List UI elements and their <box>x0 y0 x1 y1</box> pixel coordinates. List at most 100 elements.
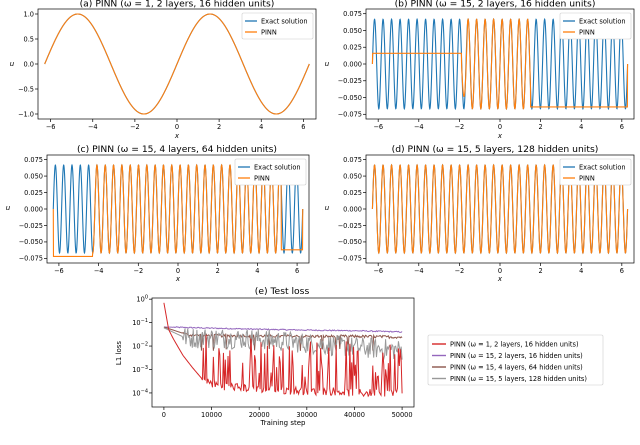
panel-d: (d) PINN (ω = 15, 5 layers, 128 hidden u… <box>325 144 635 283</box>
x-tick-label: −6 <box>46 123 56 131</box>
y-tick-label: −1.0 <box>18 110 34 118</box>
x-tick-label: −6 <box>54 267 64 275</box>
x-tick-label: 6 <box>295 267 299 275</box>
panel-e-title: (e) Test loss <box>255 286 310 297</box>
x-tick-label: 2 <box>217 123 221 131</box>
loss-series-line-3 <box>163 327 403 361</box>
y-tick-label: 10−3 <box>132 365 148 374</box>
panel-b-plot: −6 −4 −2 0 2 4 6 −0.075 −0.050 −0.025 0.000 0.025 0.… <box>338 10 632 131</box>
y-tick-label: 0.025 <box>343 189 362 197</box>
x-tick-label: −6 <box>373 123 383 131</box>
panel-c: (c) PINN (ω = 15, 4 layers, 64 hidden un… <box>6 144 310 283</box>
pinn-line <box>44 13 310 115</box>
loss-legend-label-3: PINN (ω = 15, 5 layers, 128 hidden units… <box>450 375 587 383</box>
y-tick-label: −0.075 <box>19 255 43 263</box>
loss-legend-label-2: PINN (ω = 15, 4 layers, 64 hidden units) <box>450 363 583 371</box>
y-tick-label: 1.0 <box>24 10 35 18</box>
loss-series-line-0 <box>163 302 403 398</box>
x-tick-label: 4 <box>259 123 263 131</box>
x-tick-label: 0 <box>498 267 502 275</box>
pinn-line <box>371 163 629 255</box>
panel-e-xlabel: Training step <box>260 419 307 427</box>
x-tick-label: 6 <box>620 267 624 275</box>
legend-label-exact: Exact solution <box>579 164 626 172</box>
y-tick-label: −0.025 <box>338 222 362 230</box>
panel-a-title: (a) PINN (ω = 1, 2 layers, 16 hidden uni… <box>80 0 275 10</box>
panel-c-xlabel: x <box>175 275 181 283</box>
legend-box <box>559 12 632 40</box>
legend-box <box>241 12 314 40</box>
legend-label-exact: Exact solution <box>254 164 301 172</box>
x-tick-label: −6 <box>373 267 383 275</box>
x-tick-label: −2 <box>130 123 140 131</box>
x-tick-label: 2 <box>216 267 220 275</box>
x-tick-label: −4 <box>414 267 424 275</box>
y-tick-label: −0.075 <box>338 255 362 263</box>
legend-label-exact: Exact solution <box>579 18 626 26</box>
x-tick-label: 6 <box>620 123 624 131</box>
legend-label-pinn: PINN <box>261 29 277 37</box>
x-tick-label: 4 <box>255 267 259 275</box>
x-tick-label: −4 <box>414 123 424 131</box>
y-tick-label: 10−4 <box>132 388 148 397</box>
x-tick-label: 6 <box>301 123 305 131</box>
y-tick-label: −0.025 <box>338 77 362 85</box>
x-tick-label: 40000 <box>344 411 365 419</box>
y-tick-label: 0.050 <box>343 27 362 35</box>
x-tick-label: 50000 <box>392 411 413 419</box>
panel-e-plot: 0 10000 20000 30000 40000 50000 100 10−1 10−2 10−… <box>132 295 604 419</box>
x-tick-label: 30000 <box>296 411 317 419</box>
y-tick-label: 0.000 <box>343 205 362 213</box>
x-tick-label: 0 <box>162 411 166 419</box>
x-tick-label: −4 <box>94 267 104 275</box>
legend-label-exact: Exact solution <box>261 18 308 26</box>
y-tick-label: −0.050 <box>338 94 362 102</box>
y-tick-label: 0.075 <box>24 156 43 164</box>
panel-d-plot: −6 −4 −2 0 2 4 6 −0.075 −0.050 −0.025 0.000 0.025 0.… <box>338 156 632 275</box>
x-tick-label: −4 <box>88 123 98 131</box>
panel-a-xlabel: x <box>174 132 180 140</box>
panel-e-ylabel: L1 loss <box>115 341 123 365</box>
panel-e: (e) Test loss L1 loss Training step 0 100… <box>115 286 604 427</box>
panel-b-title: (b) PINN (ω = 15, 2 layers, 16 hidden un… <box>395 0 596 10</box>
x-tick-label: 4 <box>579 267 583 275</box>
pinn-line <box>371 17 629 111</box>
x-tick-label: 0 <box>175 123 179 131</box>
y-tick-label: −0.5 <box>18 85 34 93</box>
y-tick-label: −0.025 <box>19 222 43 230</box>
y-tick-label: 0.000 <box>24 205 43 213</box>
x-tick-label: 20000 <box>249 411 270 419</box>
y-tick-label: 0.025 <box>24 189 43 197</box>
y-tick-label: 10−2 <box>132 342 148 351</box>
x-tick-label: −2 <box>133 267 143 275</box>
y-tick-label: −0.050 <box>19 238 43 246</box>
legend-box <box>559 158 632 186</box>
legend-label-pinn: PINN <box>579 29 595 37</box>
x-tick-label: 2 <box>539 267 543 275</box>
x-tick-label: 10000 <box>201 411 222 419</box>
loss-legend-box <box>427 334 604 386</box>
legend-box <box>234 158 307 186</box>
panel-b-ylabel: u <box>325 60 330 68</box>
y-tick-label: 0.050 <box>24 172 43 180</box>
y-tick-label: 0.075 <box>343 156 362 164</box>
panel-a-plot: −6 −4 −2 0 2 4 6 −1.0 −0.5 0.0 0.5 1.0 Exact solutio… <box>18 10 314 131</box>
loss-legend-label-0: PINN (ω = 1, 2 layers, 16 hidden units) <box>450 340 579 348</box>
y-tick-label: 0.050 <box>343 172 362 180</box>
x-tick-label: 2 <box>539 123 543 131</box>
panel-c-ylabel: u <box>6 204 11 212</box>
panel-d-ylabel: u <box>325 204 330 212</box>
x-tick-label: 0 <box>176 267 180 275</box>
x-tick-label: −2 <box>455 123 465 131</box>
pinn-line <box>52 163 304 257</box>
y-tick-label: 0.5 <box>24 35 35 43</box>
panel-d-title: (d) PINN (ω = 15, 5 layers, 128 hidden u… <box>392 144 599 155</box>
panel-a-ylabel: u <box>10 60 15 68</box>
panel-d-xlabel: x <box>497 275 503 283</box>
legend-label-pinn: PINN <box>579 175 595 183</box>
y-tick-label: 0.075 <box>343 10 362 18</box>
x-tick-label: 4 <box>579 123 583 131</box>
panel-a: (a) PINN (ω = 1, 2 layers, 16 hidden uni… <box>10 0 317 140</box>
y-tick-label: 0.000 <box>343 60 362 68</box>
